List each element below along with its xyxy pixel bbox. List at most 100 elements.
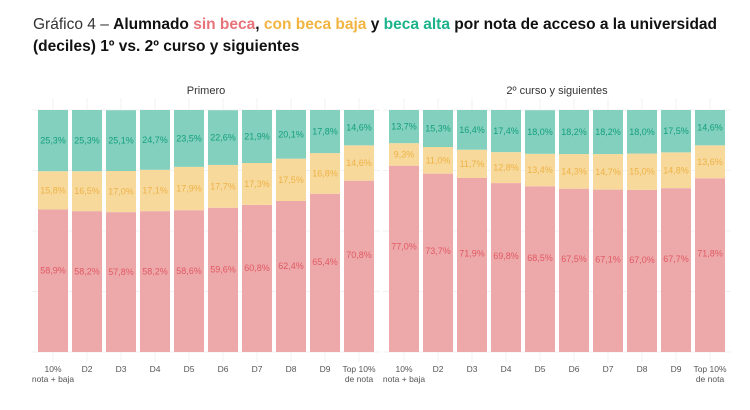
bar-segment-beca-baja <box>457 149 487 179</box>
bar-segment-beca-baja <box>423 147 453 174</box>
data-label-beca-alta: 18,0% <box>527 127 553 137</box>
x-tick-label: de nota <box>345 374 374 384</box>
x-tick-label: D4 <box>150 364 161 374</box>
x-tick-label: D6 <box>569 364 580 374</box>
bar-segment-beca-alta <box>140 110 170 170</box>
bar-segment-beca-baja <box>661 152 691 189</box>
bar-segment-beca-baja <box>242 162 272 205</box>
title-sep1: , <box>255 16 264 33</box>
data-label-beca-alta: 14,6% <box>346 123 372 133</box>
title-lead: Gráfico 4 – <box>33 16 114 33</box>
x-tick-label: de nota <box>696 374 725 384</box>
bar-segment-beca-alta <box>208 110 238 165</box>
bar-segment-beca-alta <box>310 110 340 154</box>
bar-segment-beca-alta <box>593 110 623 155</box>
data-label-sin-beca: 69,8% <box>493 251 519 261</box>
data-label-beca-alta: 22,6% <box>210 133 236 143</box>
title-part1: Alumnado <box>113 16 194 33</box>
panel-title: 2º curso y siguientes <box>506 85 608 97</box>
x-tick-label: D2 <box>82 364 93 374</box>
data-label-beca-baja: 14,7% <box>595 167 621 177</box>
bar-segment-beca-alta <box>491 110 521 153</box>
bar-segment-beca-alta <box>72 110 102 172</box>
bar-segment-beca-baja <box>276 158 306 201</box>
data-label-beca-baja: 13,6% <box>697 157 723 167</box>
bar-segment-sin-beca <box>242 204 272 352</box>
x-tick-label: D6 <box>218 364 229 374</box>
data-label-beca-alta: 14,6% <box>697 123 723 133</box>
bar-segment-beca-baja <box>593 154 623 190</box>
data-label-sin-beca: 60,8% <box>244 263 270 273</box>
data-label-beca-alta: 20,1% <box>278 129 304 139</box>
data-label-sin-beca: 57,8% <box>108 267 134 277</box>
x-tick-label: nota + baja <box>32 374 75 384</box>
data-label-beca-alta: 17,5% <box>663 126 689 136</box>
panel-primero: Primero 58,9% 15,8% 25,3% 10%nota + baja 58,2… <box>32 85 380 384</box>
data-label-beca-baja: 9,3% <box>394 149 415 159</box>
data-label-sin-beca: 77,0% <box>391 242 417 252</box>
data-label-beca-baja: 14,6% <box>346 158 372 168</box>
x-tick-label: D9 <box>320 364 331 374</box>
data-label-beca-baja: 17,0% <box>108 187 134 197</box>
x-tick-label: Top 10% <box>693 364 727 374</box>
data-label-sin-beca: 67,7% <box>663 254 689 264</box>
data-label-beca-alta: 18,2% <box>595 127 621 137</box>
bar-segment-beca-baja <box>174 166 204 211</box>
x-tick-label: 10% <box>44 364 61 374</box>
x-tick-label: D7 <box>252 364 263 374</box>
data-label-beca-baja: 17,5% <box>278 175 304 185</box>
bar-segment-sin-beca <box>389 165 419 352</box>
bar-segment-beca-alta <box>242 110 272 163</box>
data-label-sin-beca: 67,0% <box>629 255 655 265</box>
bar-segment-sin-beca <box>310 193 340 352</box>
data-label-sin-beca: 67,1% <box>595 255 621 265</box>
data-label-beca-alta: 25,3% <box>40 136 66 146</box>
bar-segment-beca-alta <box>559 110 589 155</box>
bar-segment-sin-beca <box>627 189 657 352</box>
data-label-beca-baja: 12,8% <box>493 163 519 173</box>
data-label-beca-baja: 15,0% <box>629 167 655 177</box>
data-label-beca-baja: 16,5% <box>74 186 100 196</box>
bar-segment-sin-beca <box>661 188 691 352</box>
bar-segment-beca-baja <box>627 153 657 190</box>
bar-segment-beca-alta <box>457 110 487 150</box>
data-label-beca-alta: 16,4% <box>459 125 485 135</box>
x-tick-label: Top 10% <box>342 364 376 374</box>
x-tick-label: D5 <box>184 364 195 374</box>
data-label-beca-alta: 21,9% <box>244 131 270 141</box>
data-label-beca-alta: 17,8% <box>312 127 338 137</box>
data-label-sin-beca: 58,6% <box>176 266 202 276</box>
data-label-sin-beca: 58,2% <box>142 267 168 277</box>
bar-segment-sin-beca <box>208 207 238 352</box>
bar-segment-beca-baja <box>106 170 136 213</box>
data-label-sin-beca: 58,2% <box>74 267 100 277</box>
x-tick-label: D3 <box>467 364 478 374</box>
bar-segment-beca-alta <box>627 110 657 154</box>
data-label-beca-baja: 11,0% <box>426 155 451 165</box>
bar-segment-beca-baja <box>559 154 589 189</box>
x-tick-label: D4 <box>501 364 512 374</box>
bar-segment-beca-baja <box>491 152 521 184</box>
data-label-beca-alta: 25,3% <box>74 136 100 146</box>
data-label-beca-baja: 17,9% <box>176 184 202 194</box>
data-label-beca-baja: 14,3% <box>561 166 587 176</box>
data-label-beca-baja: 14,8% <box>663 165 689 175</box>
data-label-beca-baja: 17,7% <box>210 181 236 191</box>
bar-segment-sin-beca <box>491 183 521 352</box>
bar-segment-beca-alta <box>525 110 555 154</box>
data-label-beca-alta: 23,5% <box>176 133 202 143</box>
data-label-beca-alta: 13,7% <box>391 122 417 132</box>
bar-segment-sin-beca <box>593 189 623 352</box>
data-label-beca-baja: 15,8% <box>40 185 66 195</box>
data-label-sin-beca: 62,4% <box>278 261 304 271</box>
x-tick-label: D8 <box>637 364 648 374</box>
bar-segment-beca-alta <box>106 110 136 171</box>
bar-segment-sin-beca <box>106 212 136 352</box>
data-label-beca-alta: 17,4% <box>493 126 519 136</box>
bar-segment-beca-baja <box>140 169 170 212</box>
bar-segment-sin-beca <box>174 210 204 352</box>
data-label-beca-alta: 25,1% <box>108 136 134 146</box>
data-label-beca-alta: 18,2% <box>561 127 587 137</box>
data-label-beca-alta: 18,0% <box>629 127 655 137</box>
data-label-sin-beca: 68,5% <box>527 253 553 263</box>
